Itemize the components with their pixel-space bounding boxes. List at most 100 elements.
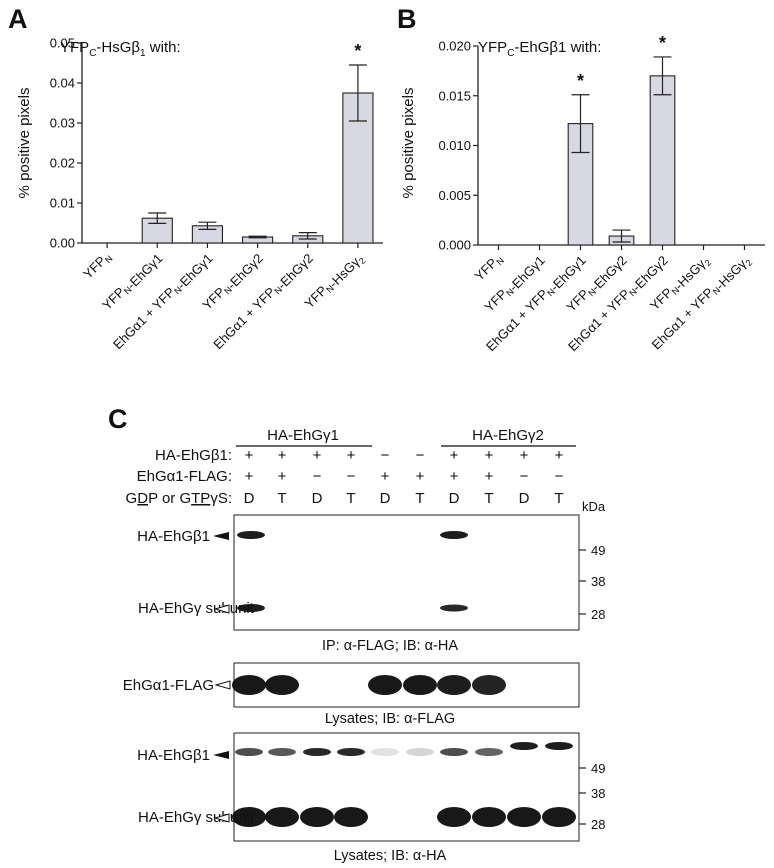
blot-ha-bands [232, 742, 576, 827]
y-tick-label: 0.020 [438, 39, 471, 54]
lane-condition-cell: T [484, 490, 493, 507]
blot-ha-caption: Lysates; IB: α-HA [334, 848, 447, 864]
arrowhead-open-icon [214, 680, 231, 690]
blot-ha-label-gb1: HA-EhGβ1 [137, 747, 210, 764]
blot-band [235, 748, 263, 756]
chart-a-ylabel: % positive pixels [16, 88, 33, 199]
blot-band [265, 807, 299, 827]
y-tick-label: 0.00 [50, 236, 75, 251]
y-tick-label: 0.005 [438, 188, 471, 203]
x-category-label: YFPN [80, 249, 115, 284]
blot-band [371, 748, 399, 756]
marker-label: 49 [591, 543, 605, 558]
error-bar [612, 229, 631, 243]
y-tick-label: 0.000 [438, 238, 471, 253]
y-tick-label: 0.010 [438, 138, 471, 153]
blot-band [510, 742, 538, 750]
x-category-label: YFPN [472, 251, 507, 286]
group-label-gamma2: HA-EhGγ2 [472, 427, 544, 444]
arrowhead-filled-icon [213, 532, 229, 540]
blot-ip-label-gg: HA-EhGγ subunit [138, 600, 255, 617]
panel-letter-b: B [397, 4, 417, 34]
blot-band [303, 748, 331, 756]
lane-condition-cell: + [278, 447, 287, 464]
row-label-ehga1flag: EhGα1-FLAG: [137, 468, 232, 485]
bar [649, 75, 676, 246]
marker-label: 38 [591, 786, 605, 801]
error-bar [148, 212, 167, 224]
x-category-label: EhGα1 + YFPN-EhGγ2 [210, 249, 316, 355]
lane-condition-cell: + [245, 468, 254, 485]
blot-flag: EhGα1-FLAG Lysates; IB: α-FLAG [123, 662, 580, 727]
blot-band [507, 807, 541, 827]
lane-condition-cell: − [347, 468, 356, 485]
y-tick-label: 0.015 [438, 88, 471, 103]
lane-condition-cell: D [312, 490, 323, 507]
blot-ip-caption: IP: α-FLAG; IB: α-HA [322, 638, 458, 654]
blot-ip-bands [237, 531, 468, 612]
blot-ha: 49 38 28 HA-EhGβ1 HA-EhGγ subunit Lysates;… [137, 732, 605, 864]
error-bar [653, 56, 672, 96]
blot-band [403, 675, 437, 695]
significance-star: * [659, 33, 666, 53]
blot-ha-markers: 49 38 28 [579, 761, 605, 832]
lane-group-headers: HA-EhGγ1 HA-EhGγ2 [236, 427, 576, 447]
lane-condition-cell: − [313, 468, 322, 485]
blot-band [334, 807, 368, 827]
arrowhead-filled-icon [213, 751, 229, 759]
lane-condition-cell: D [244, 490, 255, 507]
y-tick-label: 0.01 [50, 196, 75, 211]
lane-condition-cell: + [381, 468, 390, 485]
chart-b-title: YFPC-EhGβ1 with: [478, 39, 601, 59]
blot-band [475, 748, 503, 756]
lane-condition-cell: T [346, 490, 355, 507]
arrowhead-open-icon [213, 813, 230, 823]
y-tick-label: 0.02 [50, 156, 75, 171]
blot-band [545, 742, 573, 750]
row-label-hagb1: HA-EhGβ1: [155, 447, 232, 464]
group-label-gamma1: HA-EhGγ1 [267, 427, 339, 444]
blot-flag-bands [232, 675, 506, 695]
blot-ha-label-gg: HA-EhGγ subunit [138, 809, 255, 826]
lane-condition-cell: T [277, 490, 286, 507]
blot-band [437, 675, 471, 695]
marker-label: 28 [591, 817, 605, 832]
blot-band [237, 604, 265, 612]
lane-condition-cell: + [485, 468, 494, 485]
arrowhead-open-icon [213, 604, 230, 614]
row-label-nucleotide: GDP or GTPγS: [126, 490, 232, 507]
marker-label: 49 [591, 761, 605, 776]
blot-band [472, 675, 506, 695]
chart-a-title: YFPC-HsGβ1 with: [60, 39, 181, 59]
blot-band [437, 807, 471, 827]
lane-condition-cell: T [554, 490, 563, 507]
blot-band [232, 807, 266, 827]
marker-label: 28 [591, 607, 605, 622]
panel-letter-a: A [8, 4, 28, 34]
y-tick-label: 0.03 [50, 116, 75, 131]
lane-condition-cell: − [555, 468, 564, 485]
blot-band [406, 748, 434, 756]
lane-condition-cell: − [381, 447, 390, 464]
blot-band [440, 748, 468, 756]
lane-condition-cell: + [416, 468, 425, 485]
lane-condition-cell: + [347, 447, 356, 464]
blot-ip-markers: 49 38 28 [579, 543, 605, 622]
condition-table: HA-EhGβ1: EhGα1-FLAG: GDP or GTPγS: kDa … [126, 447, 606, 514]
blot-band [542, 807, 576, 827]
blot-flag-label: EhGα1-FLAG [123, 677, 214, 694]
lane-condition-cell: D [449, 490, 460, 507]
lane-condition-cell: + [278, 468, 287, 485]
lane-condition-cell: + [520, 447, 529, 464]
lane-condition-cell: D [519, 490, 530, 507]
error-bar [248, 235, 267, 239]
blot-band [265, 675, 299, 695]
lane-condition-cell: + [555, 447, 564, 464]
lane-condition-cell: T [415, 490, 424, 507]
panel-letter-c: C [108, 404, 128, 434]
lane-condition-cell: + [313, 447, 322, 464]
y-tick-label: 0.05 [50, 36, 75, 51]
chart-panel-b: YFPC-EhGβ1 with: % positive pixels 0.000… [400, 33, 765, 354]
significance-star: * [354, 41, 361, 61]
